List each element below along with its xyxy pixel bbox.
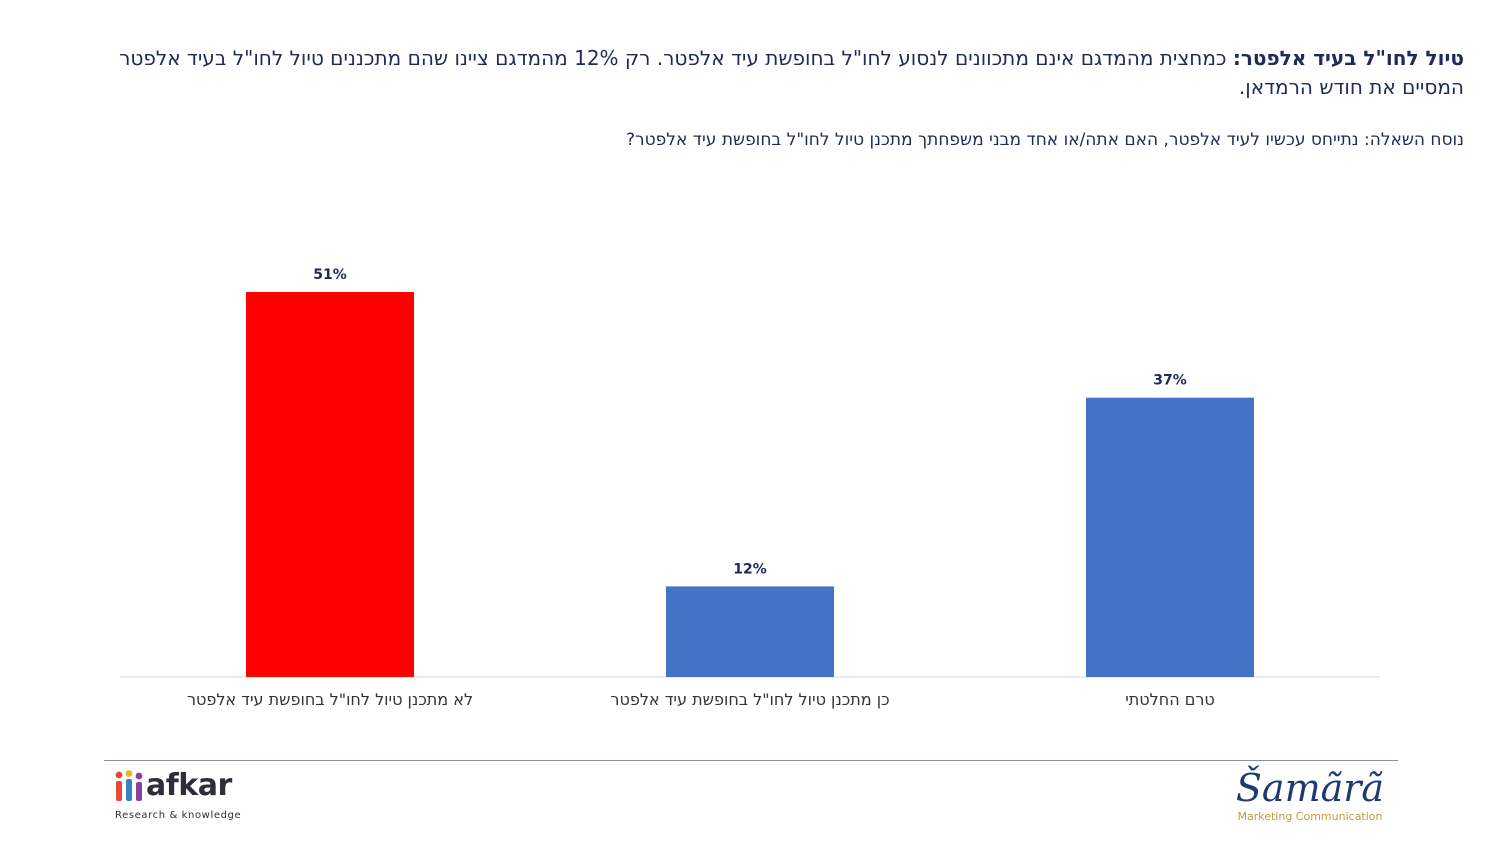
afkar-logo-word: afkar	[146, 768, 232, 803]
question-text: נוסח השאלה: נתייחס עכשיו לעיד אלפטר, האם…	[626, 130, 1464, 150]
bar	[1086, 397, 1254, 677]
samara-logo-word: Šamãrã	[1235, 766, 1385, 810]
bar-value-label: 12%	[733, 561, 767, 577]
afkar-logo: afkar Research & knowledge	[114, 768, 264, 826]
category-label: כן מתכנן טיול לחו"ל בחופשת עיד אלפטר	[610, 690, 889, 709]
headline-title: טיול לחו"ל בעיד אלפטר:	[1232, 46, 1464, 70]
bar-chart: 51% לא מתכנן טיול לחו"ל בחופשת עיד אלפטר 1…	[120, 267, 1380, 709]
bar	[246, 292, 414, 677]
afkar-logo-tagline: Research & knowledge	[115, 810, 242, 821]
bar-value-label: 37%	[1153, 373, 1187, 389]
headline: טיול לחו"ל בעיד אלפטר: כמחצית מהמדגם אינ…	[84, 44, 1464, 102]
category-label: לא מתכנן טיול לחו"ל בחופשת עיד אלפטר	[187, 690, 473, 709]
footer-divider	[104, 760, 1398, 761]
afkar-logo-icon	[115, 770, 143, 801]
samara-logo: Šamãrã Marketing Communication	[1230, 766, 1390, 832]
bar	[666, 586, 834, 677]
category-label: טרם החלטתי	[1125, 690, 1215, 709]
bar-value-label: 51%	[313, 267, 347, 283]
headline-text: כמחצית מהמדגם אינם מתכוונים לנסוע לחו"ל …	[119, 46, 1464, 99]
samara-logo-tagline: Marketing Communication	[1237, 810, 1383, 823]
